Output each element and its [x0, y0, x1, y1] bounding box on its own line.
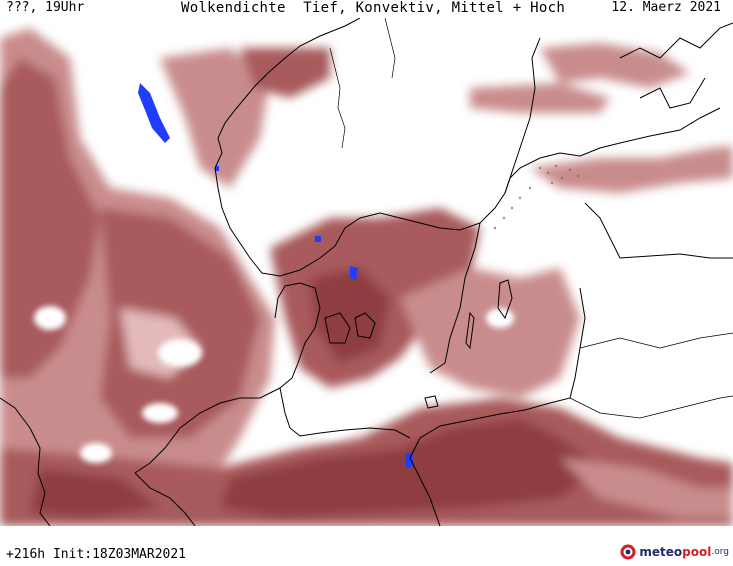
meteopool-logo[interactable]: meteo pool .org	[620, 544, 729, 560]
precipitation-areas	[138, 83, 414, 468]
forecast-date: 12. Maerz 2021	[611, 0, 721, 15]
logo-text-org: .org	[711, 547, 729, 557]
valid-time-label: ???, 19Uhr	[6, 0, 85, 15]
map-title: Wolkendichte Tief, Konvektiv, Mittel + H…	[181, 0, 566, 16]
cloud-cover-map	[0, 18, 733, 526]
logo-text-pool: pool	[682, 545, 712, 559]
meteopool-logo-icon	[620, 544, 636, 560]
coastlines	[0, 18, 733, 526]
logo-text-meteo: meteo	[639, 545, 683, 559]
cloud-layer	[0, 28, 733, 526]
archipelago-speckle	[493, 164, 580, 230]
cloud-holes	[34, 306, 514, 463]
run-info: +216h Init:18Z03MAR2021	[6, 547, 187, 562]
